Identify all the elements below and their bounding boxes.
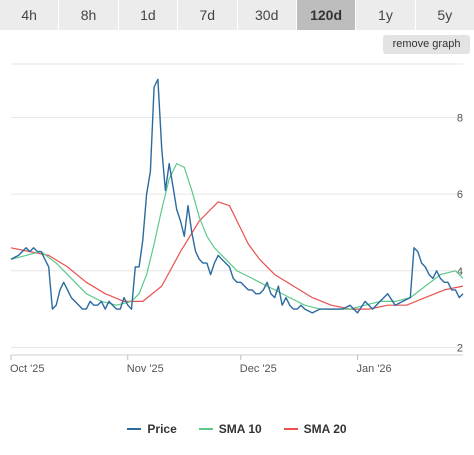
legend-label-price: Price: [147, 422, 177, 436]
tab-30d[interactable]: 30d: [237, 0, 297, 30]
legend-label-sma20: SMA 20: [303, 422, 347, 436]
tab-4h[interactable]: 4h: [0, 0, 60, 30]
timeframe-tabs: 4h 8h 1d 7d 30d 120d 1y 5y: [0, 0, 474, 30]
tab-120d[interactable]: 120d: [296, 0, 357, 30]
y-tick-label: 2: [457, 342, 463, 354]
legend-item-sma10[interactable]: SMA 10: [198, 422, 262, 436]
remove-graph-button[interactable]: remove graph: [383, 35, 470, 54]
y-tick-label: 6: [457, 189, 463, 201]
series-line-sma-10: [10, 162, 464, 310]
tab-1d[interactable]: 1d: [118, 0, 179, 30]
tab-1y[interactable]: 1y: [356, 0, 416, 30]
legend-swatch-sma10: [198, 428, 213, 430]
y-tick-label: 4: [457, 266, 463, 278]
x-tick-label: Nov '25: [127, 363, 164, 375]
series-line-price: [10, 78, 464, 314]
legend-swatch-price: [127, 428, 142, 430]
series-line-sma-20: [10, 201, 464, 310]
tab-8h[interactable]: 8h: [59, 0, 119, 30]
tab-5y[interactable]: 5y: [415, 0, 474, 30]
legend-item-sma20[interactable]: SMA 20: [283, 422, 347, 436]
legend-swatch-sma20: [283, 428, 298, 430]
tab-7d[interactable]: 7d: [178, 0, 238, 30]
chart-legend: Price SMA 10 SMA 20: [0, 422, 474, 436]
legend-label-sma10: SMA 10: [218, 422, 262, 436]
x-tick-label: Dec '25: [240, 363, 277, 375]
x-tick-label: Jan '26: [357, 363, 392, 375]
legend-item-price[interactable]: Price: [127, 422, 177, 436]
y-tick-label: 8: [457, 113, 463, 125]
price-chart: 2 4 6 8 Oct '25 Nov '25 Dec '25 Jan '26: [10, 63, 464, 375]
x-tick-label: Oct '25: [10, 363, 45, 375]
